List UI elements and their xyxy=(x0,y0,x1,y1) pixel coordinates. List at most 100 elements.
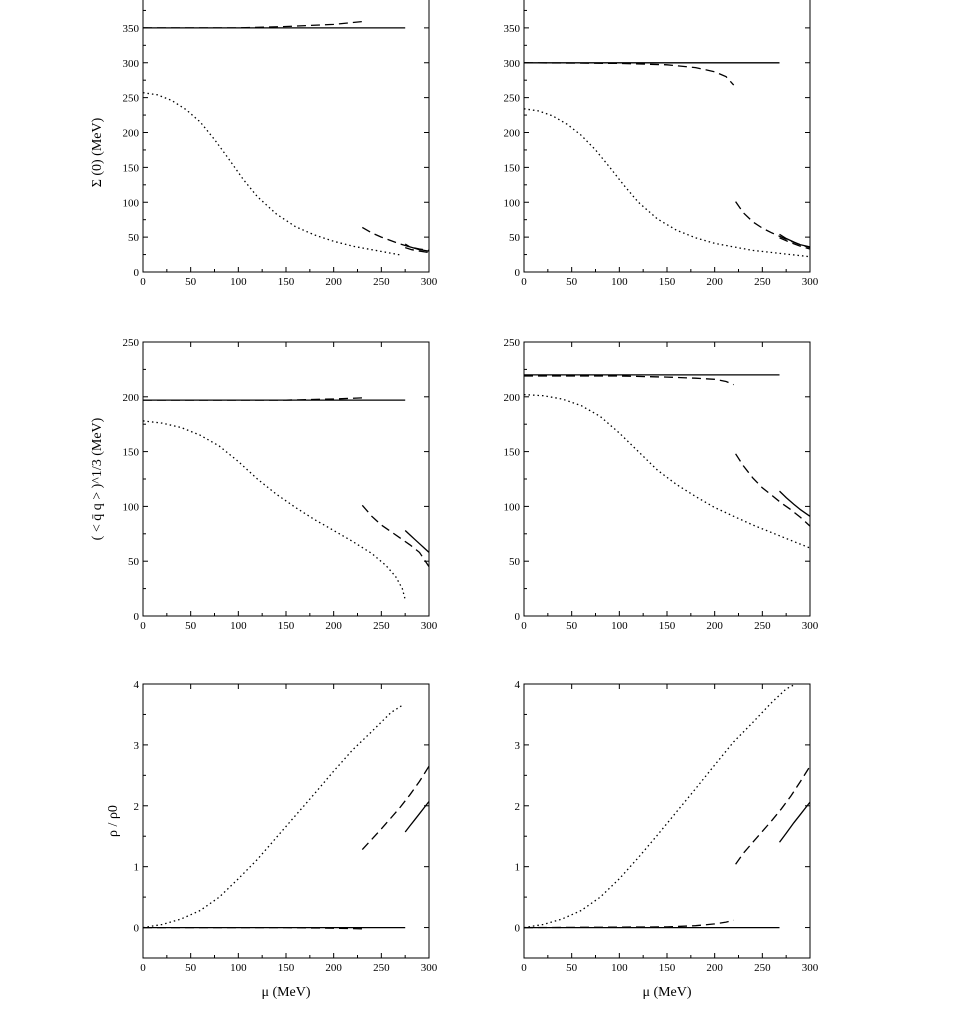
y-tick-label: 50 xyxy=(509,556,521,568)
x-axis-title: μ (MeV) xyxy=(261,985,310,1000)
y-tick-label: 250 xyxy=(123,93,140,105)
x-axis-title: μ (MeV) xyxy=(642,985,691,1000)
chart-panel-6: 0 50 100 150 200 250 300 0 1 2 3 4 μ (MeV) xyxy=(515,679,819,1000)
y-tick-label: 200 xyxy=(504,128,521,140)
x-tick-label: 300 xyxy=(802,620,819,632)
series-dashed-line xyxy=(405,246,429,254)
x-tick-label: 150 xyxy=(278,620,295,632)
series-dashed-line xyxy=(524,62,735,86)
y-tick-label: 50 xyxy=(509,232,521,244)
y-tick-label: 100 xyxy=(123,197,140,209)
x-tick-label: 100 xyxy=(230,620,247,632)
chart-panel-2: 0501001502002503000501001502002503003504… xyxy=(504,0,819,288)
chart-panel-4: 0 50 100 150 200 250 300 0 50 100 150 200 250 xyxy=(504,337,819,632)
y-tick-label: 0 xyxy=(515,267,521,279)
x-tick-label: 250 xyxy=(373,620,390,632)
plot-frame xyxy=(142,683,430,959)
y-tick-label: 0 xyxy=(515,611,521,623)
y-tick-label: 350 xyxy=(123,23,140,35)
y-tick-label: 4 xyxy=(515,679,521,691)
x-tick-label: 0 xyxy=(140,276,146,288)
chart-panel-3: 0 50 100 150 200 250 300 0 50 100 150 200 250 ( < q̄ … xyxy=(90,337,438,632)
x-tick-label: 300 xyxy=(421,962,438,974)
y-tick-label: 2 xyxy=(134,801,140,813)
y-tick-label: 250 xyxy=(504,93,521,105)
x-tick-label: 0 xyxy=(140,620,146,632)
y-tick-label: 200 xyxy=(504,392,521,404)
series-solid-line xyxy=(778,801,810,843)
y-tick-label: 2 xyxy=(515,801,521,813)
plot-frame xyxy=(142,341,430,617)
chart-panel-1: 0501001502002503000501001502002503003504… xyxy=(90,0,438,288)
series-dotted-line xyxy=(143,704,403,929)
x-tick-label: 0 xyxy=(521,276,527,288)
x-tick-label: 100 xyxy=(611,276,628,288)
x-tick-label: 200 xyxy=(325,962,342,974)
x-tick-label: 250 xyxy=(373,962,390,974)
x-tick-label: 0 xyxy=(140,962,146,974)
y-tick-label: 150 xyxy=(123,162,140,174)
plot-frame xyxy=(142,0,430,273)
series-dashed-line xyxy=(143,397,363,401)
y-tick-label: 100 xyxy=(123,501,140,513)
series-solid-line xyxy=(779,233,810,248)
plot-frame xyxy=(523,341,811,617)
y-tick-label: 0 xyxy=(134,611,140,623)
x-tick-label: 200 xyxy=(706,962,723,974)
x-tick-label: 100 xyxy=(611,620,628,632)
chart-panel-5: 0 50 100 150 200 250 300 0 1 2 3 4 μ (MeV) ρ / ρ0 xyxy=(106,679,438,1000)
x-tick-label: 200 xyxy=(325,276,342,288)
x-tick-label: 150 xyxy=(659,620,676,632)
series-solid-line xyxy=(404,801,429,833)
x-tick-label: 0 xyxy=(521,962,527,974)
x-tick-label: 100 xyxy=(611,962,628,974)
x-tick-label: 150 xyxy=(278,276,295,288)
y-tick-label: 350 xyxy=(504,23,521,35)
series-dashed-line xyxy=(779,237,810,250)
y-tick-label: 200 xyxy=(123,128,140,140)
series-dashed-line xyxy=(735,453,810,527)
y-tick-label: 100 xyxy=(504,197,521,209)
series-dotted-line xyxy=(524,684,796,929)
y-axis-title: ρ / ρ0 xyxy=(106,805,121,837)
y-tick-label: 200 xyxy=(123,392,140,404)
x-tick-label: 150 xyxy=(278,962,295,974)
y-tick-label: 0 xyxy=(134,923,140,935)
y-tick-label: 250 xyxy=(504,337,521,349)
y-tick-label: 150 xyxy=(504,162,521,174)
y-tick-label: 3 xyxy=(134,740,140,752)
y-tick-label: 3 xyxy=(515,740,521,752)
series-solid-line xyxy=(779,490,810,517)
y-tick-label: 150 xyxy=(123,447,140,459)
x-tick-label: 50 xyxy=(185,962,197,974)
x-tick-label: 0 xyxy=(521,620,527,632)
y-tick-label: 50 xyxy=(128,556,140,568)
series-dashed-line xyxy=(143,20,363,29)
series-solid-line xyxy=(404,243,429,252)
y-tick-label: 1 xyxy=(515,862,521,874)
x-tick-label: 100 xyxy=(230,276,247,288)
series-dashed-line xyxy=(361,226,429,252)
y-tick-label: 1 xyxy=(134,862,140,874)
y-tick-label: 100 xyxy=(504,501,521,513)
x-tick-label: 200 xyxy=(325,620,342,632)
y-tick-label: 50 xyxy=(128,232,140,244)
y-axis-title: ( < q̄ q > )^1/3 (MeV) xyxy=(90,417,105,540)
plot-frame xyxy=(523,683,811,959)
series-dashed-line xyxy=(524,375,734,386)
y-tick-label: 4 xyxy=(134,679,140,691)
y-tick-label: 300 xyxy=(123,58,140,70)
x-tick-label: 300 xyxy=(421,620,438,632)
x-tick-label: 50 xyxy=(566,962,578,974)
x-tick-label: 200 xyxy=(706,620,723,632)
x-tick-label: 300 xyxy=(421,276,438,288)
x-tick-label: 250 xyxy=(754,276,771,288)
x-tick-label: 50 xyxy=(185,276,197,288)
x-tick-label: 100 xyxy=(230,962,247,974)
x-tick-label: 150 xyxy=(659,962,676,974)
y-tick-label: 0 xyxy=(515,923,521,935)
x-tick-label: 200 xyxy=(706,276,723,288)
y-axis-title: Σ (0) (MeV) xyxy=(90,117,105,187)
x-tick-label: 50 xyxy=(185,620,197,632)
